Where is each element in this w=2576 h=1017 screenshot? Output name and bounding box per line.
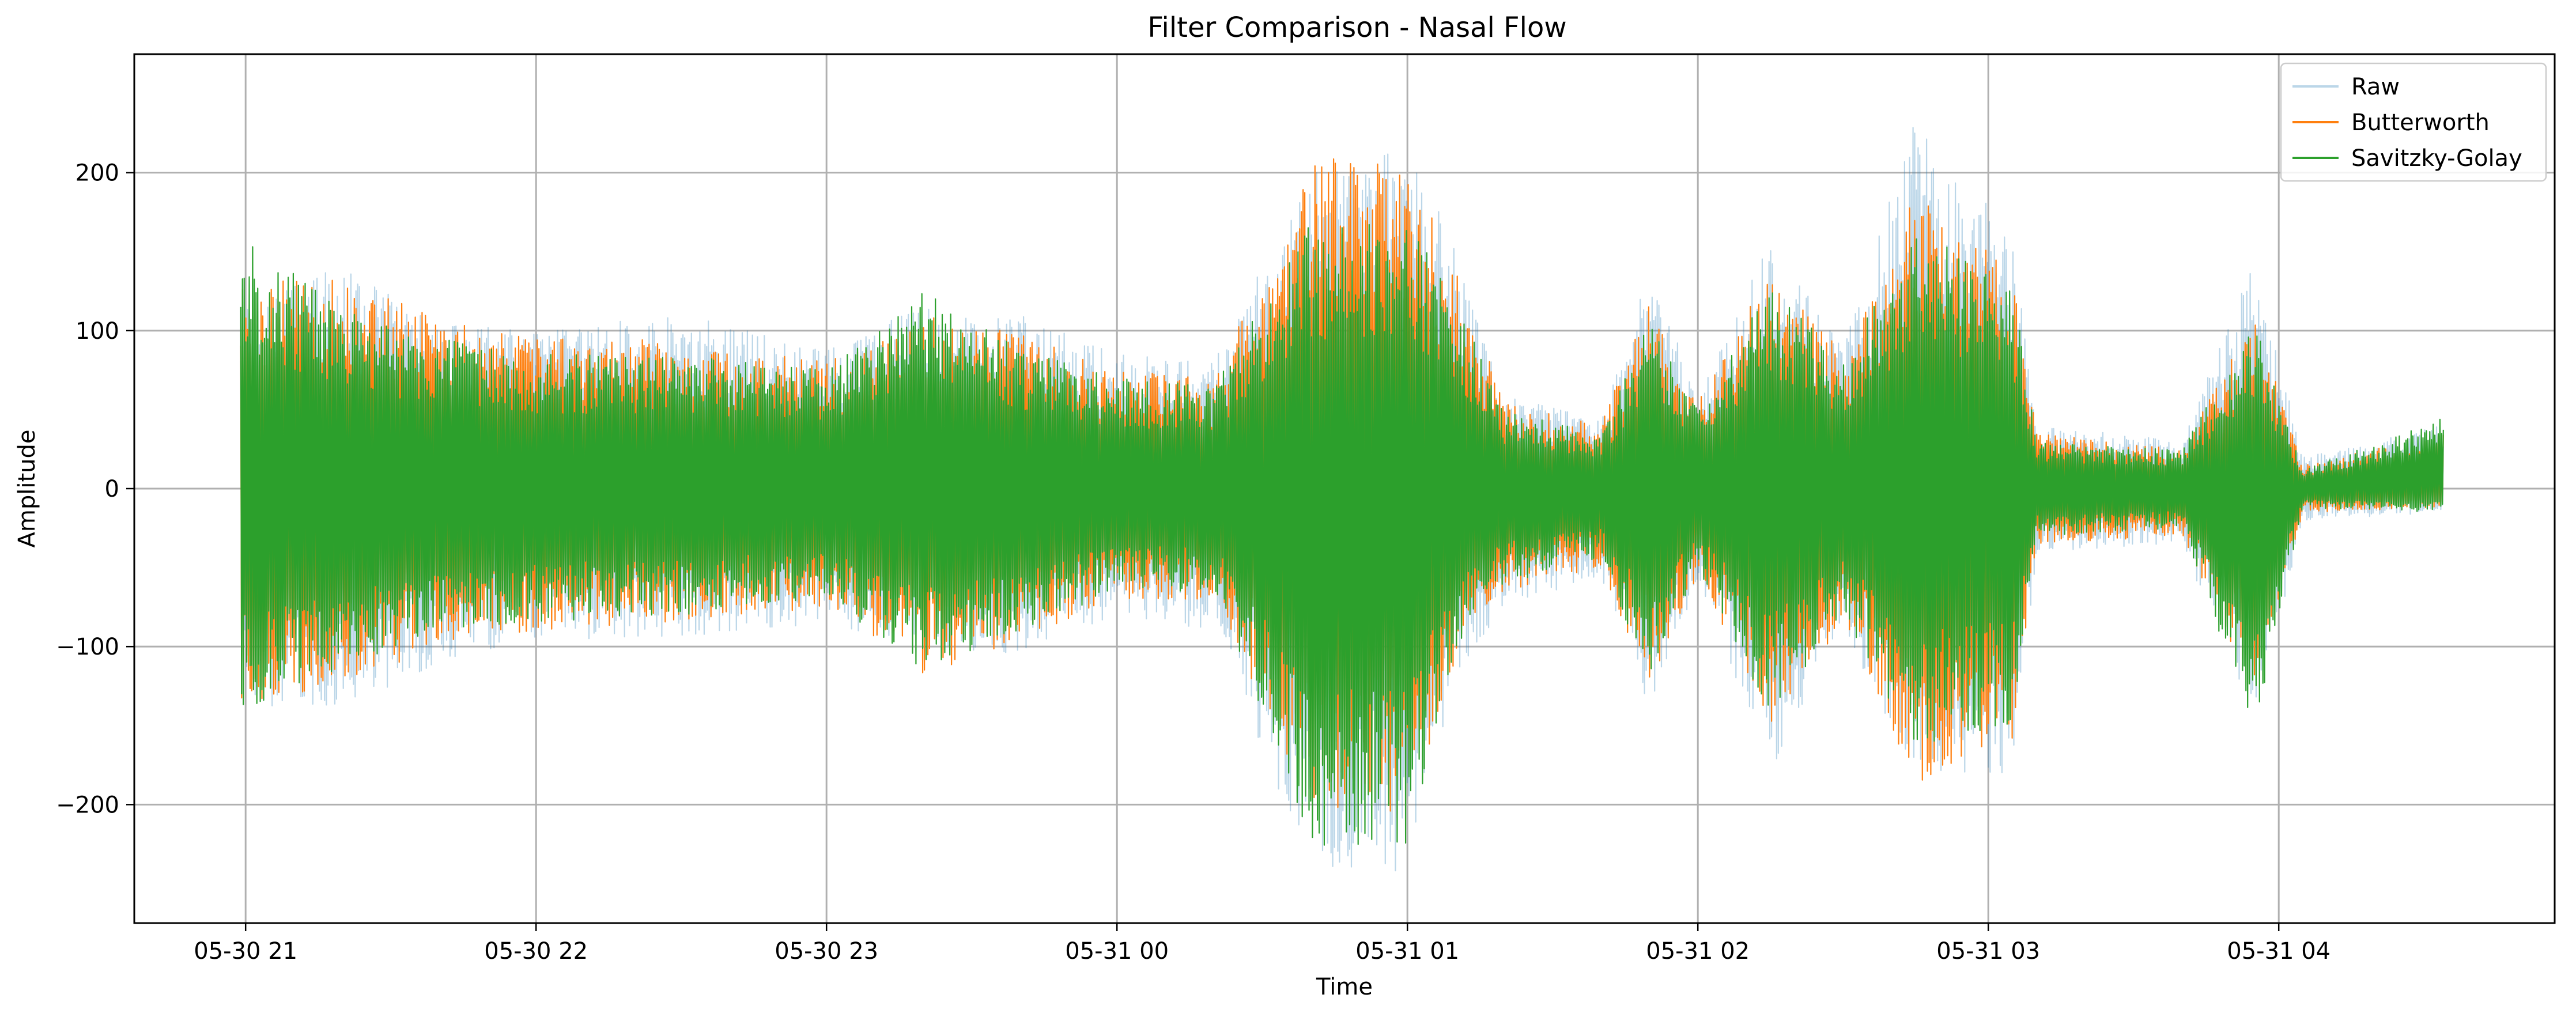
- x-tick-label: 05-30 22: [484, 938, 588, 965]
- x-axis: 05-30 21 05-30 22 05-30 23 05-31 00 05-31 01…: [194, 923, 2331, 965]
- chart-title: Filter Comparison - Nasal Flow: [1147, 12, 1566, 44]
- y-tick-label: 200: [75, 160, 119, 187]
- legend-box: [2280, 62, 2547, 182]
- x-tick-label: 05-31 01: [1355, 938, 1459, 965]
- legend-label: Raw: [2351, 74, 2400, 100]
- y-tick-label: −200: [56, 792, 119, 818]
- plot-area: [240, 127, 2444, 872]
- legend-label: Butterworth: [2351, 109, 2490, 136]
- x-tick-label: 05-31 04: [2227, 938, 2331, 965]
- x-tick-label: 05-31 00: [1065, 938, 1169, 965]
- series-line-savitzky-golay: [240, 224, 2444, 846]
- x-tick-label: 05-31 02: [1646, 938, 1750, 965]
- x-tick-label: 05-31 03: [1936, 938, 2040, 965]
- y-tick-label: 0: [105, 476, 119, 502]
- legend-label: Savitzky-Golay: [2351, 145, 2522, 172]
- legend: Raw Butterworth Savitzky-Golay: [2280, 62, 2547, 182]
- x-axis-label: Time: [1316, 974, 1373, 1000]
- x-tick-label: 05-30 21: [194, 938, 297, 965]
- y-tick-label: −100: [56, 634, 119, 660]
- x-tick-label: 05-30 23: [775, 938, 878, 965]
- y-axis-label: Amplitude: [14, 430, 40, 548]
- y-tick-label: 100: [75, 318, 119, 345]
- y-axis: 200 100 0 −100 −200: [56, 160, 134, 818]
